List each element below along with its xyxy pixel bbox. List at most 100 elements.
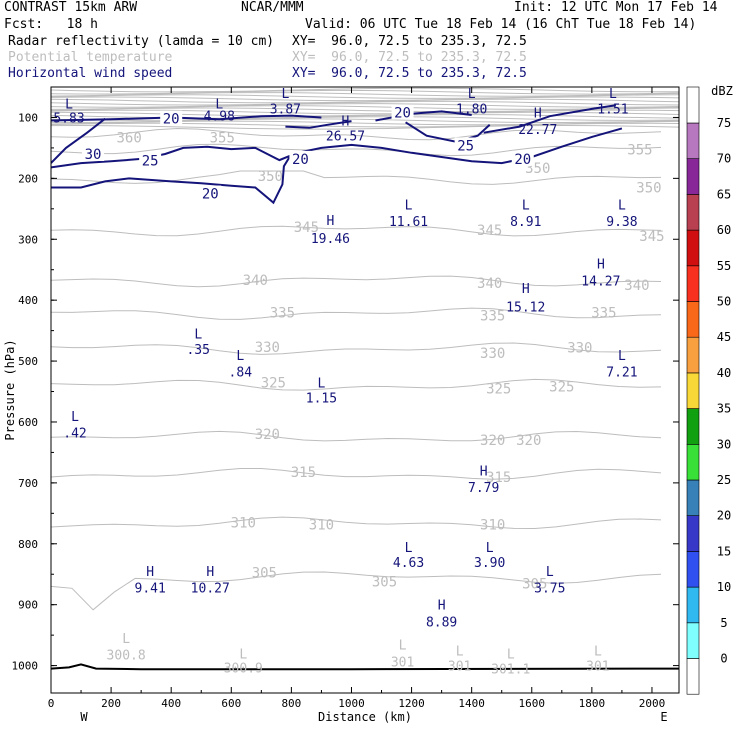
wind-extremum-symbol: L — [215, 97, 223, 112]
theta-contour-label: 315 — [486, 470, 511, 486]
wind-extremum-symbol: L — [194, 328, 202, 343]
y-tick-label: 700 — [18, 477, 38, 490]
wind-extremum-symbol: H — [534, 107, 542, 122]
theta-contour-label: 335 — [270, 305, 295, 321]
theta-contour-label: 320 — [480, 433, 505, 449]
theta-contour-label: 330 — [480, 346, 505, 362]
x-tick-label: 200 — [101, 697, 121, 710]
wind-contour-line — [51, 117, 106, 164]
wind-extremum-symbol: L — [468, 87, 476, 102]
colorbar-tick-label: 60 — [717, 223, 731, 237]
y-tick-label: 400 — [18, 294, 38, 307]
wind-contour-label: 30 — [85, 147, 102, 163]
theta-extremum-symbol: L — [456, 644, 464, 659]
wind-extremum-value: .35 — [186, 343, 209, 358]
y-tick-label: 600 — [18, 416, 38, 429]
wind-label-bg — [139, 152, 162, 168]
colorbar-label: dBZ — [711, 84, 733, 98]
forecast-hour: Fcst: 18 h — [4, 17, 98, 32]
wind-extremum-value: 10.27 — [191, 582, 230, 597]
colorbar-swatch — [686, 194, 700, 231]
theta-extremum-symbol: L — [122, 632, 130, 647]
colorbar-swatch — [686, 301, 700, 338]
y-tick-label: 900 — [18, 599, 38, 612]
wind-extremum-symbol: L — [281, 87, 289, 102]
colorbar-swatch — [686, 479, 700, 517]
colorbar-swatch — [686, 265, 700, 302]
colorbar-swatch — [686, 158, 700, 195]
x-tick-label: 1400 — [458, 697, 485, 710]
x-tick-label: 1800 — [579, 697, 606, 710]
theta-extremum-value: 300.9 — [224, 661, 263, 676]
field-theta-xy: XY= 96.0, 72.5 to 235.3, 72.5 — [292, 50, 527, 65]
theta-contour-label: 345 — [477, 223, 502, 239]
theta-contour-label: 360 — [116, 131, 141, 147]
theta-contour-label: 305 — [372, 575, 397, 591]
wind-extremum-value: 11.61 — [389, 215, 428, 230]
x-tick-label: 0 — [48, 697, 55, 710]
colorbar-tick-label: 30 — [717, 437, 731, 451]
theta-contour-line — [51, 103, 679, 108]
wind-extremum-value: 7.21 — [606, 365, 637, 380]
x-tick-label: 1200 — [398, 697, 425, 710]
wind-extremum-symbol: L — [486, 541, 494, 556]
wind-extremum-value: 8.89 — [426, 616, 457, 631]
colorbar-swatch — [686, 551, 700, 588]
wind-extremum-value: 22.77 — [518, 123, 557, 138]
wind-extremum-value: 15.12 — [506, 300, 545, 315]
theta-extremum-value: 301 — [391, 655, 414, 670]
theta-contour-line — [51, 109, 679, 115]
wind-contour-line — [285, 120, 352, 129]
colorbar-swatch — [686, 658, 700, 695]
theta-contour-line — [51, 87, 679, 93]
theta-contour-label: 325 — [486, 381, 511, 397]
theta-extremum-value: 301 — [586, 660, 609, 675]
theta-extremum-symbol: L — [507, 647, 515, 662]
theta-contour-label: 340 — [243, 273, 268, 289]
field-reflectivity: Radar reflectivity (lamda = 10 cm) — [8, 34, 275, 49]
theta-contour-line — [51, 571, 662, 611]
theta-contour-label: 330 — [255, 340, 280, 356]
wind-extremum-symbol: L — [236, 349, 244, 364]
wind-contour-label: 20 — [394, 106, 411, 122]
theta-contour-line — [51, 143, 662, 157]
theta-contour-label: 345 — [294, 220, 319, 236]
theta-contour-label: 335 — [480, 308, 505, 324]
theta-contour-line — [51, 468, 662, 480]
plot-title: CONTRAST 15km ARW — [4, 0, 138, 15]
y-tick-label: 100 — [18, 111, 38, 124]
wind-contour-label: 20 — [202, 187, 219, 203]
wind-extremum-value: .84 — [229, 365, 253, 380]
plot-frame — [50, 86, 680, 694]
colorbar-swatch — [686, 586, 700, 624]
colorbar-tick-label: 20 — [717, 509, 731, 523]
colorbar-tick-label: 55 — [717, 259, 731, 273]
wind-extremum-value: 19.46 — [311, 232, 350, 247]
theta-contour-line — [51, 170, 662, 185]
theta-extremum-symbol: L — [594, 644, 602, 659]
theta-contour-label: 310 — [480, 517, 505, 533]
theta-extremum-value: 301.1 — [491, 663, 530, 678]
theta-contour-label: 355 — [210, 131, 235, 147]
wind-extremum-symbol: H — [597, 258, 605, 273]
y-axis-label: Pressure (hPa) — [3, 339, 17, 440]
theta-contour-line — [51, 107, 679, 113]
theta-contour-label: 335 — [591, 305, 616, 321]
theta-contour-line — [51, 275, 662, 288]
valid-time: Valid: 06 UTC Tue 18 Feb 14 (16 ChT Tue … — [305, 17, 697, 32]
theta-contour-label: 310 — [231, 515, 256, 531]
theta-contour-line — [51, 307, 662, 320]
theta-contour-label: 325 — [549, 380, 574, 396]
wind-contour-line — [51, 114, 322, 122]
wind-extremum-symbol: L — [405, 199, 413, 214]
wind-extremum-value: 1.80 — [456, 102, 487, 117]
colorbar-tick-label: 75 — [717, 116, 731, 130]
wind-contour-label: 20 — [514, 152, 531, 168]
x-tick-label: 400 — [161, 697, 181, 710]
theta-extremum-value: 300.8 — [107, 649, 146, 664]
theta-contour-line — [51, 378, 662, 391]
wind-extremum-symbol: H — [146, 565, 154, 580]
colorbar-tick-label: 65 — [717, 187, 731, 201]
y-tick-label: 800 — [18, 538, 38, 551]
